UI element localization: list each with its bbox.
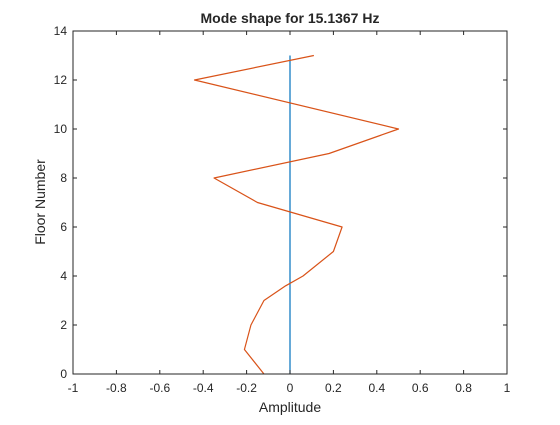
chart-title: Mode shape for 15.1367 Hz: [201, 10, 380, 26]
y-tick-label: 6: [60, 220, 67, 234]
y-tick-label: 12: [54, 73, 68, 87]
x-tick-label: 0.4: [368, 381, 385, 395]
x-axis-label: Amplitude: [259, 399, 321, 415]
y-axis-label: Floor Number: [32, 159, 48, 245]
x-tick-label: -0.6: [149, 381, 170, 395]
x-tick-label: 0.8: [455, 381, 472, 395]
x-tick-label: 1: [504, 381, 511, 395]
y-tick-label: 8: [60, 171, 67, 185]
y-tick-label: 0: [60, 367, 67, 381]
x-tick-label: -0.2: [236, 381, 257, 395]
x-tick-label: -0.4: [193, 381, 214, 395]
x-tick-label: -1: [68, 381, 79, 395]
y-tick-label: 14: [54, 24, 68, 38]
x-tick-label: -0.8: [106, 381, 127, 395]
x-tick-label: 0.2: [325, 381, 342, 395]
y-tick-label: 2: [60, 318, 67, 332]
y-tick-label: 10: [54, 122, 68, 136]
x-tick-label: 0: [287, 381, 294, 395]
series-line-2: [193, 54, 400, 375]
x-tick-label: 0.6: [412, 381, 429, 395]
series-layer: [193, 54, 400, 375]
x-axis: -1 -0.8 -0.6 -0.4 -0.2 0 0.2 0.4 0.6 0.8 1: [68, 31, 511, 395]
y-axis: 0 2 4 6 8 10 12 14: [54, 24, 507, 381]
y-tick-label: 4: [60, 269, 67, 283]
